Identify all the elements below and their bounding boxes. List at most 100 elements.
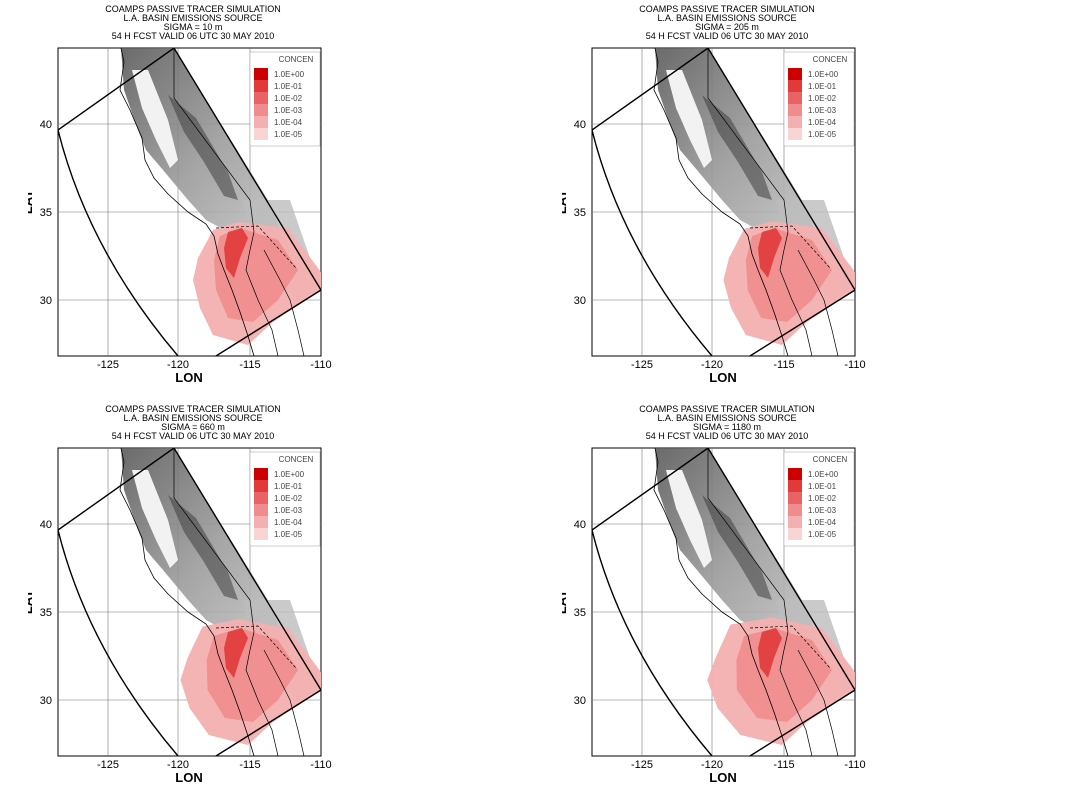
map-content — [58, 48, 321, 356]
x-tick-label: -120 — [167, 359, 189, 371]
map-panel-3: COAMPS PASSIVE TRACER SIMULATION L.A. BA… — [28, 400, 358, 800]
mainland-coast — [263, 649, 305, 756]
title-line-3: SIGMA = 10 m — [163, 22, 223, 32]
central-valley — [132, 70, 178, 168]
map-panel-4: COAMPS PASSIVE TRACER SIMULATION L.A. BA… — [562, 400, 892, 800]
legend-swatch — [788, 104, 802, 116]
y-tick-label: 40 — [40, 519, 52, 531]
title-line-1: COAMPS PASSIVE TRACER SIMULATION — [105, 4, 281, 14]
legend-label: 1.0E-03 — [274, 106, 303, 115]
title-line-4: 54 H FCST VALID 06 UTC 30 MAY 2010 — [111, 431, 275, 441]
domain-boundary-west — [592, 529, 713, 756]
gulf-coast — [779, 249, 813, 356]
legend-title: CONCEN — [813, 55, 848, 64]
title-line-3: SIGMA = 205 m — [695, 22, 759, 32]
legend-swatch — [254, 480, 268, 492]
mountain-range — [168, 495, 238, 600]
legend-swatch — [254, 92, 268, 104]
map-content — [58, 448, 321, 756]
y-tick-label: 30 — [40, 295, 52, 307]
y-axis-label: LAT — [562, 190, 569, 214]
y-tick-label: 40 — [574, 519, 586, 531]
legend-swatch — [788, 128, 802, 140]
title-line-4: 54 H FCST VALID 06 UTC 30 MAY 2010 — [645, 431, 809, 441]
legend: CONCEN 1.0E+00 1.0E-01 1.0E-02 1.0E-03 1.0E-0… — [249, 451, 321, 547]
gulf-coast — [245, 649, 279, 756]
legend-swatch — [254, 504, 268, 516]
map-panel-2: COAMPS PASSIVE TRACER SIMULATION L.A. BA… — [562, 0, 892, 400]
gulf-coast — [245, 249, 279, 356]
coastline — [653, 48, 789, 356]
legend-label: 1.0E+00 — [808, 70, 839, 79]
tracer-plume-core — [224, 628, 248, 678]
x-axis-label: LON — [175, 370, 202, 385]
legend-label: 1.0E-05 — [808, 530, 837, 539]
x-axis-label: LON — [175, 770, 202, 785]
legend-swatch — [788, 468, 802, 480]
x-tick-label: -125 — [97, 359, 119, 371]
map-content — [592, 448, 855, 756]
y-tick-label: 35 — [574, 207, 586, 219]
legend-swatch — [788, 504, 802, 516]
legend-label: 1.0E-03 — [808, 506, 837, 515]
legend-label: 1.0E-03 — [808, 106, 837, 115]
central-valley — [666, 470, 712, 568]
y-tick-label: 40 — [574, 119, 586, 131]
domain-boundary-west — [58, 529, 179, 756]
legend-swatch — [254, 104, 268, 116]
title-line-2: L.A. BASIN EMISSIONS SOURCE — [657, 13, 797, 23]
mainland-coast — [797, 649, 839, 756]
legend-label: 1.0E-02 — [274, 94, 303, 103]
domain-boundary — [58, 48, 321, 356]
x-axis-label: LON — [709, 370, 736, 385]
x-tick-label: -110 — [844, 359, 865, 371]
central-valley — [132, 470, 178, 568]
international-border — [749, 625, 831, 669]
x-tick-label: -110 — [310, 759, 331, 771]
title-line-1: COAMPS PASSIVE TRACER SIMULATION — [639, 404, 815, 414]
map-plot: -125 -120 -115 -110 40 35 30 LON LAT CONCEN 1.0E+0… — [28, 447, 332, 785]
legend: CONCEN 1.0E+00 1.0E-01 1.0E-02 1.0E-03 1.0E-0… — [783, 51, 855, 147]
coastline — [119, 48, 255, 356]
title-line-1: COAMPS PASSIVE TRACER SIMULATION — [105, 404, 281, 414]
legend-label: 1.0E-02 — [808, 94, 837, 103]
legend-label: 1.0E-05 — [274, 130, 303, 139]
legend-swatch — [788, 516, 802, 528]
international-border — [749, 225, 831, 269]
y-tick-label: 35 — [574, 607, 586, 619]
legend-label: 1.0E-05 — [808, 130, 837, 139]
legend-label: 1.0E-04 — [808, 518, 837, 527]
y-axis-label: LAT — [28, 590, 35, 614]
x-tick-label: -125 — [631, 359, 653, 371]
legend-title: CONCEN — [279, 455, 314, 464]
x-tick-label: -125 — [97, 759, 119, 771]
legend-swatch — [788, 480, 802, 492]
y-tick-label: 35 — [40, 607, 52, 619]
legend-title: CONCEN — [813, 455, 848, 464]
map-plot: -125 -120 -115 -110 40 35 30 LON LAT CONCEN 1.0E+0… — [562, 47, 866, 385]
title-line-3: SIGMA = 1180 m — [692, 422, 762, 432]
coastline — [119, 448, 255, 756]
legend-swatch — [788, 528, 802, 540]
title-line-4: 54 H FCST VALID 06 UTC 30 MAY 2010 — [111, 31, 275, 41]
legend-label: 1.0E-04 — [274, 118, 303, 127]
x-tick-label: -115 — [239, 759, 260, 771]
y-tick-label: 30 — [574, 295, 586, 307]
legend-label: 1.0E-04 — [808, 118, 837, 127]
coastline — [653, 448, 789, 756]
legend-label: 1.0E-02 — [274, 494, 303, 503]
title-line-2: L.A. BASIN EMISSIONS SOURCE — [123, 13, 263, 23]
x-tick-label: -110 — [310, 359, 331, 371]
legend-swatch — [254, 516, 268, 528]
gulf-coast — [779, 649, 813, 756]
legend-swatch — [788, 92, 802, 104]
legend-title: CONCEN — [279, 55, 314, 64]
legend-label: 1.0E+00 — [808, 470, 839, 479]
state-border — [173, 448, 255, 651]
legend-swatch — [788, 80, 802, 92]
central-valley — [666, 70, 712, 168]
legend-label: 1.0E+00 — [274, 470, 305, 479]
map-panel-1: COAMPS PASSIVE TRACER SIMULATION L.A. BA… — [28, 0, 358, 400]
tracer-plume-core — [758, 628, 782, 678]
map-content — [592, 48, 855, 356]
